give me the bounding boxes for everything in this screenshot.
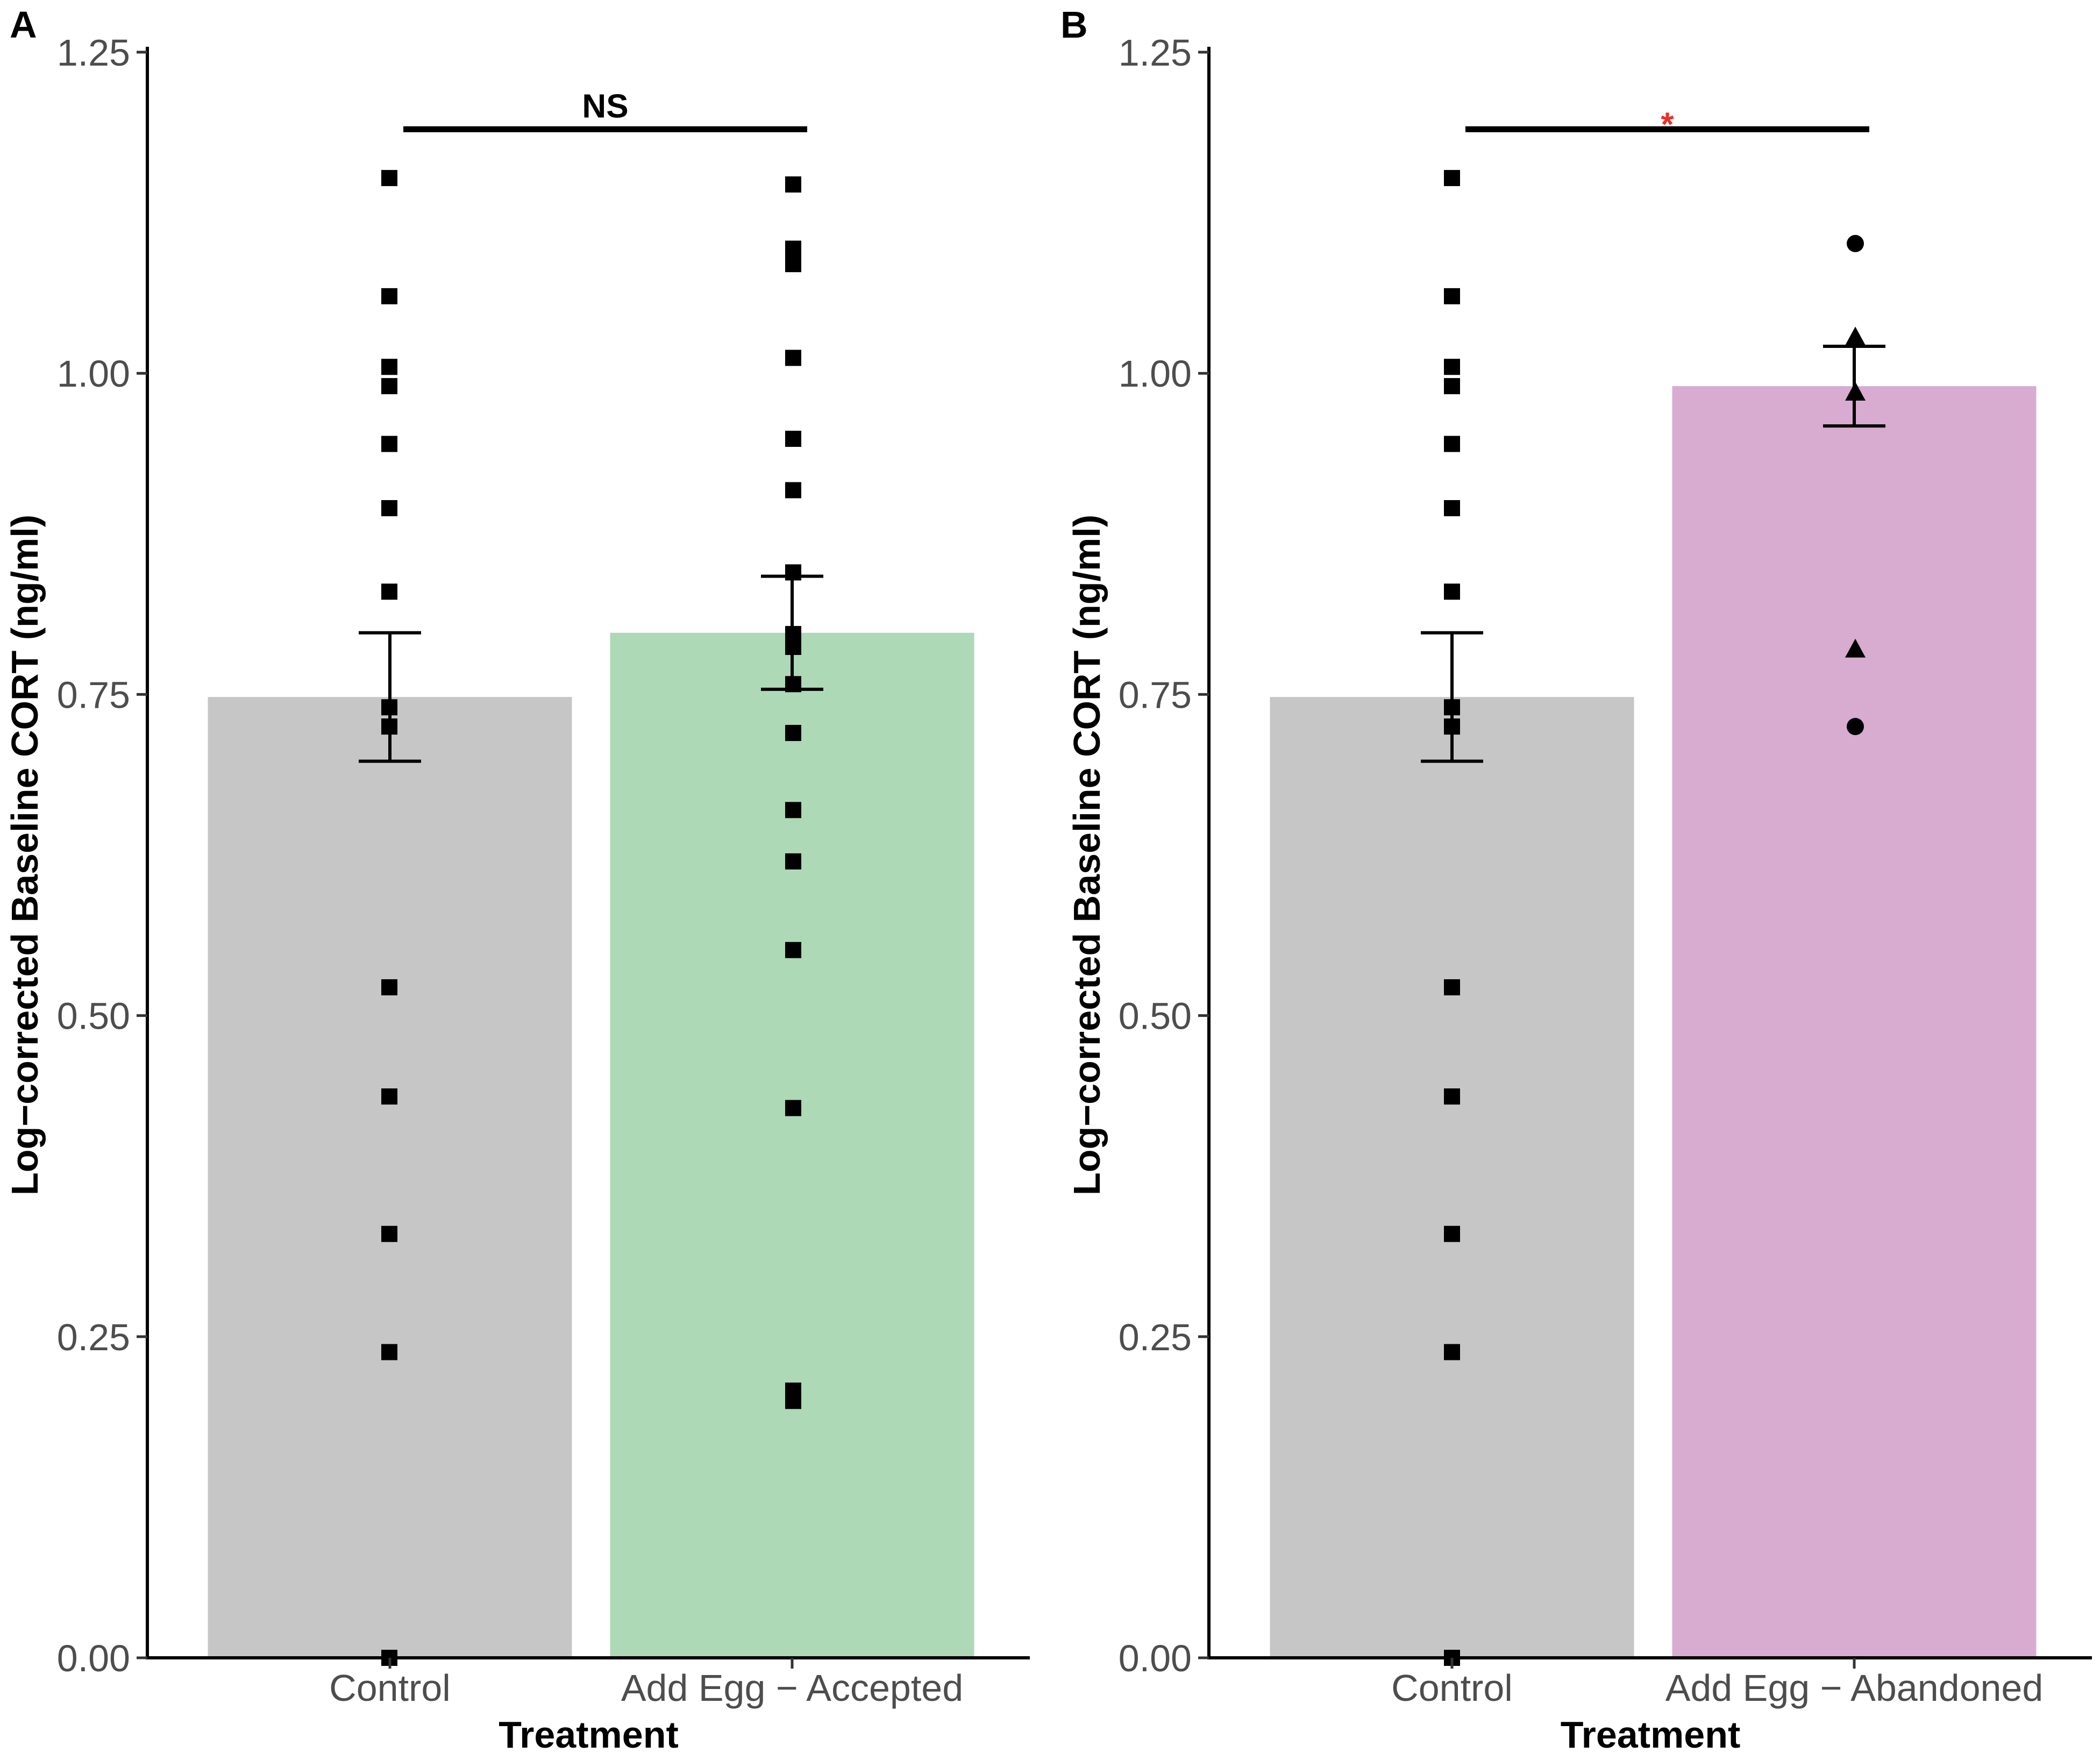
bar-control <box>208 697 572 1658</box>
data-point-square <box>785 240 801 257</box>
data-point-square <box>1444 1344 1460 1360</box>
data-point-square <box>1444 436 1460 452</box>
bar-treatment <box>610 632 974 1658</box>
data-point-square <box>785 725 801 742</box>
data-point-square <box>381 1088 397 1105</box>
panel-label: A <box>10 4 37 46</box>
data-point-square <box>785 350 801 366</box>
data-point-square <box>381 583 397 600</box>
data-point-triangle <box>1845 326 1866 346</box>
data-point-square <box>785 853 801 870</box>
data-point-square <box>381 359 397 375</box>
x-tick-label: Add Egg − Abandoned <box>1665 1667 2044 1709</box>
data-point-square <box>381 378 397 395</box>
y-tick-label: 0.75 <box>57 674 130 716</box>
data-point-circle <box>1847 234 1864 252</box>
x-tick-label: Control <box>1391 1667 1513 1709</box>
data-point-square <box>785 482 801 498</box>
data-point-square <box>1444 170 1460 187</box>
y-tick-label: 0.25 <box>1119 1316 1192 1358</box>
data-point-square <box>381 979 397 996</box>
data-point-square <box>785 942 801 958</box>
data-point-square <box>785 256 801 273</box>
y-tick-label: 0.50 <box>1119 995 1192 1037</box>
significance-label: NS <box>582 88 628 125</box>
y-axis-title: Log−corrected Baseline CORT (ng/ml) <box>1066 515 1108 1195</box>
data-point-square <box>1444 583 1460 600</box>
data-point-square <box>1444 288 1460 304</box>
y-tick-label: 1.00 <box>57 353 130 395</box>
bar-control <box>1270 697 1634 1658</box>
data-point-square <box>1444 1088 1460 1105</box>
y-tick-label: 1.25 <box>1119 32 1192 74</box>
data-point-square <box>1444 979 1460 996</box>
data-point-square <box>785 1393 801 1409</box>
data-point-square <box>1444 500 1460 517</box>
data-point-square <box>381 288 397 304</box>
data-point-circle <box>1847 718 1864 736</box>
data-point-triangle <box>1845 638 1866 658</box>
y-tick-label: 0.25 <box>57 1316 130 1358</box>
y-tick-label: 0.50 <box>57 995 130 1037</box>
x-tick-label: Add Egg − Accepted <box>621 1667 963 1709</box>
y-tick-label: 0.00 <box>57 1637 130 1679</box>
data-point-square <box>785 1100 801 1116</box>
y-tick-label: 0.75 <box>1119 674 1192 716</box>
x-tick-label: Control <box>329 1667 451 1709</box>
data-point-square <box>785 802 801 818</box>
data-point-square <box>785 176 801 193</box>
significance-label: * <box>1661 106 1674 143</box>
y-axis-title: Log−corrected Baseline CORT (ng/ml) <box>4 515 46 1195</box>
x-axis-title: Treatment <box>499 1714 679 1753</box>
data-point-square <box>1444 1225 1460 1242</box>
data-point-square <box>381 500 397 517</box>
panel-label: B <box>1060 4 1088 46</box>
x-axis-title: Treatment <box>1561 1714 1741 1753</box>
y-tick-label: 0.00 <box>1119 1637 1192 1679</box>
data-point-square <box>381 170 397 187</box>
data-point-square <box>381 1344 397 1360</box>
data-point-square <box>381 1225 397 1242</box>
y-tick-label: 1.25 <box>57 32 130 74</box>
data-point-square <box>1444 378 1460 395</box>
data-point-square <box>381 436 397 452</box>
data-point-square <box>785 431 801 447</box>
y-tick-label: 1.00 <box>1119 353 1192 395</box>
data-point-square <box>1444 359 1460 375</box>
bar-treatment <box>1672 386 2037 1658</box>
